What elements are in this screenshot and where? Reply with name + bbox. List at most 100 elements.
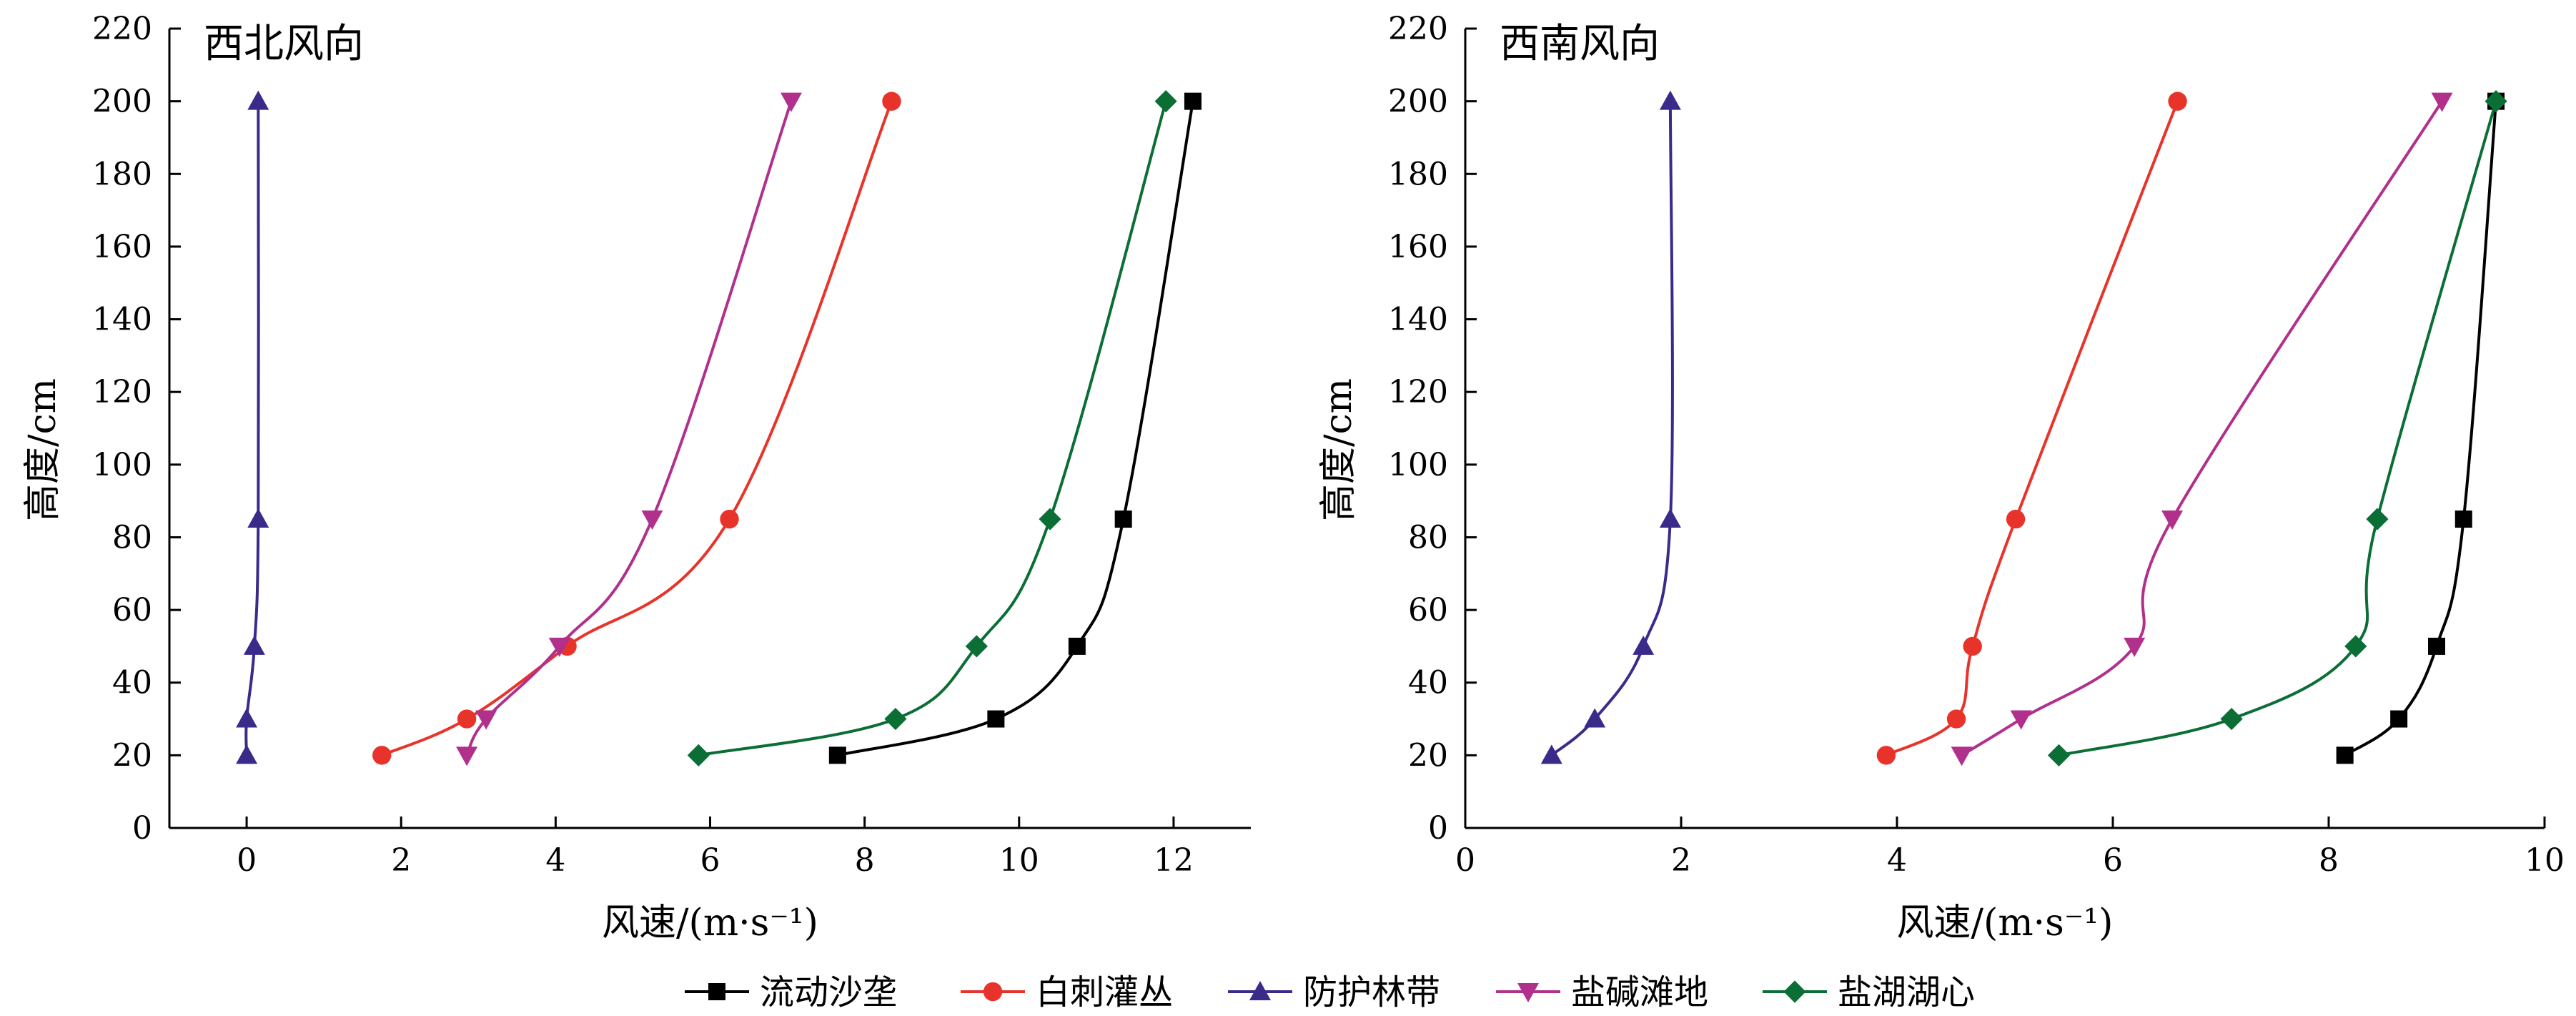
- y-tick-label: 160: [1388, 229, 1448, 265]
- data-point-1: [2390, 710, 2408, 728]
- data-point-5: [884, 707, 907, 731]
- x-tick-label: 10: [2525, 842, 2565, 879]
- y-tick-label: 220: [1388, 11, 1448, 47]
- data-point-5: [1039, 508, 1061, 531]
- data-point-5: [687, 744, 710, 766]
- y-tick-label: 60: [112, 592, 152, 628]
- data-point-5: [2047, 744, 2071, 766]
- y-tick-label: 200: [92, 84, 152, 120]
- data-point-1: [2336, 746, 2354, 764]
- x-tick-label: 2: [391, 842, 411, 879]
- data-point-1: [1114, 511, 1132, 528]
- series-line-5: [2059, 101, 2497, 757]
- data-point-5: [2485, 90, 2507, 113]
- y-tick-label: 20: [112, 737, 152, 774]
- panel-title: 西北风向: [204, 21, 364, 67]
- x-tick-label: 10: [999, 842, 1039, 879]
- data-point-4: [2010, 710, 2032, 730]
- y-tick-label: 180: [1388, 156, 1448, 192]
- data-point-2: [1876, 746, 1896, 765]
- series-line-2: [381, 100, 893, 757]
- x-tick-label: 8: [2319, 842, 2339, 879]
- data-point-4: [475, 710, 497, 730]
- y-tick-label: 100: [1388, 447, 1448, 483]
- y-tick-label: 60: [1408, 592, 1448, 628]
- x-tick-label: 6: [700, 842, 720, 879]
- y-tick-label: 80: [112, 519, 152, 556]
- data-point-4: [641, 511, 663, 531]
- data-point-4: [2431, 92, 2453, 112]
- data-point-3: [1633, 635, 1655, 655]
- data-point-2: [457, 709, 477, 729]
- legend-marker: [708, 983, 725, 1000]
- legend-marker: [1783, 980, 1806, 1003]
- series-line-1: [2344, 101, 2498, 757]
- y-tick-label: 80: [1408, 519, 1448, 556]
- y-tick-label: 140: [92, 302, 152, 338]
- data-point-3: [1659, 90, 1681, 110]
- data-point-2: [2006, 509, 2026, 529]
- data-point-4: [780, 92, 802, 112]
- x-tick-label: 0: [237, 842, 257, 879]
- data-point-3: [1659, 508, 1681, 528]
- data-point-4: [2124, 637, 2146, 657]
- data-point-1: [1068, 637, 1086, 655]
- data-point-5: [2220, 707, 2243, 731]
- series-line-3: [1550, 101, 1674, 756]
- x-tick-label: 6: [2103, 842, 2123, 879]
- data-point-5: [1154, 90, 1177, 113]
- data-point-1: [828, 746, 846, 764]
- y-tick-label: 0: [132, 810, 152, 847]
- legend-label: 盐碱滩地: [1571, 972, 1708, 1012]
- legend-label: 盐湖湖心: [1838, 972, 1975, 1012]
- panel-title: 西南风向: [1500, 21, 1660, 67]
- y-tick-label: 100: [92, 447, 152, 483]
- data-point-2: [1963, 636, 1982, 656]
- y-tick-label: 0: [1428, 810, 1448, 847]
- data-point-1: [987, 710, 1005, 728]
- data-point-2: [720, 509, 739, 529]
- y-axis-title: 高度/cm: [1317, 378, 1360, 521]
- data-point-3: [247, 90, 269, 110]
- y-tick-label: 120: [92, 374, 152, 410]
- x-tick-label: 12: [1154, 842, 1194, 879]
- series-line-4: [1961, 100, 2444, 757]
- y-tick-label: 200: [1388, 84, 1448, 120]
- data-point-4: [548, 637, 570, 657]
- x-tick-label: 0: [1455, 842, 1475, 879]
- data-point-1: [2428, 637, 2445, 655]
- data-point-2: [1946, 709, 1966, 729]
- data-point-5: [965, 635, 988, 658]
- data-point-3: [1540, 744, 1562, 764]
- series-line-2: [1885, 100, 2179, 757]
- data-point-5: [2344, 635, 2367, 658]
- y-tick-label: 140: [1388, 302, 1448, 338]
- legend-label: 防护林带: [1303, 972, 1440, 1012]
- series-line-4: [465, 101, 793, 756]
- legend-marker: [983, 982, 1003, 1002]
- legend: 流动沙垄 白刺灌丛 防护林带 盐碱滩地 盐湖湖心: [685, 972, 1975, 1012]
- y-tick-label: 20: [1408, 737, 1448, 774]
- y-tick-label: 160: [92, 229, 152, 265]
- legend-label: 流动沙垄: [760, 972, 897, 1012]
- data-point-1: [1184, 92, 1202, 110]
- series-line-3: [244, 101, 260, 756]
- data-point-3: [1584, 708, 1606, 728]
- x-axis-title: 风速/(m·s⁻¹): [1897, 902, 2114, 945]
- data-point-2: [2168, 92, 2187, 111]
- y-tick-label: 40: [1408, 665, 1448, 701]
- data-point-3: [236, 744, 258, 764]
- panel-southwest: 0 20 40 60 80 100 120 140 160 180 200 220 0 2 4 6 8 10 西南风…: [1317, 11, 2565, 945]
- data-point-2: [882, 92, 901, 111]
- x-tick-label: 2: [1671, 842, 1691, 879]
- data-point-3: [247, 508, 269, 528]
- x-tick-label: 4: [1887, 842, 1907, 879]
- data-point-1: [2454, 511, 2472, 528]
- y-tick-label: 40: [112, 665, 152, 701]
- data-point-4: [2161, 511, 2184, 531]
- panel-northwest: 0 20 40 60 80 100 120 140 160 180 200 220 0 2 4 6 8 10 12 西…: [21, 11, 1251, 945]
- data-point-2: [372, 746, 392, 765]
- y-tick-label: 220: [92, 11, 152, 47]
- legend-marker: [1249, 981, 1271, 1000]
